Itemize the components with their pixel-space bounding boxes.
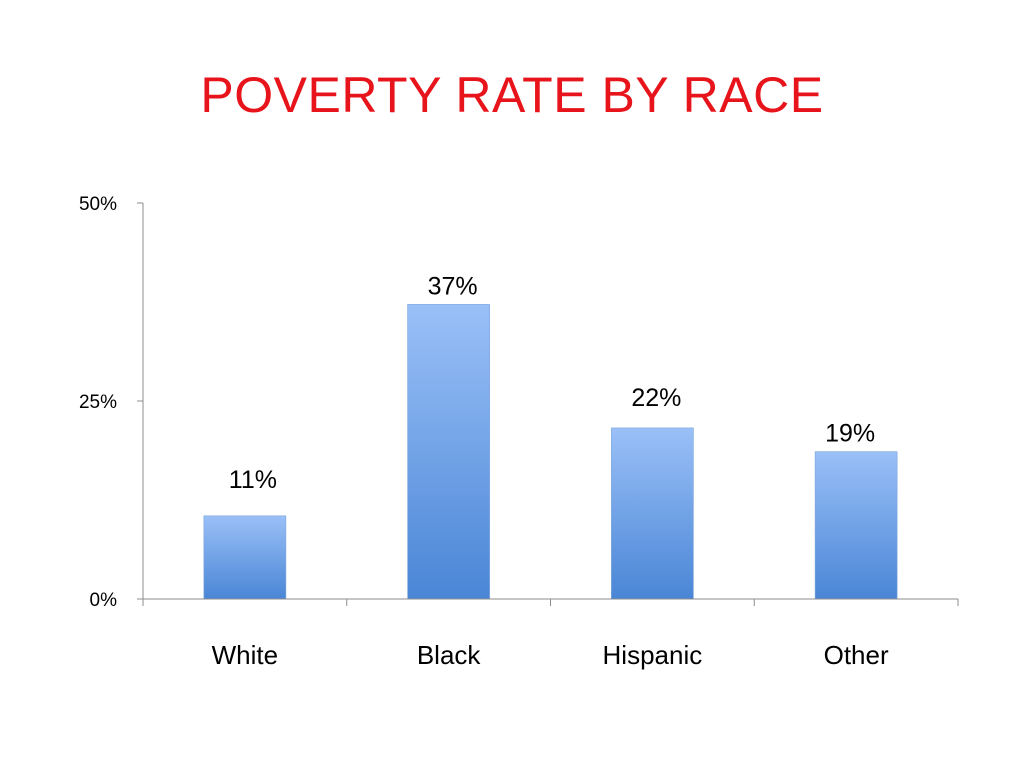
y-tick-label: 50% (79, 194, 117, 215)
bar-other (814, 451, 898, 600)
category-label-white: White (212, 640, 278, 670)
bar-black (407, 304, 490, 600)
chart-title: POVERTY RATE BY RACE (200, 67, 824, 123)
data-label-white: 11% (229, 466, 277, 494)
bar-hispanic (611, 427, 694, 600)
data-label-hispanic: 22% (631, 384, 681, 412)
y-tick-label: 0% (90, 590, 118, 611)
category-label-hispanic: Hispanic (603, 640, 703, 670)
y-tick-label: 25% (79, 392, 117, 413)
category-label-other: Other (824, 640, 889, 670)
category-label-black: Black (417, 640, 482, 670)
data-label-black: 37% (428, 272, 478, 300)
bar-white (203, 515, 287, 600)
data-label-other: 19% (825, 420, 875, 448)
